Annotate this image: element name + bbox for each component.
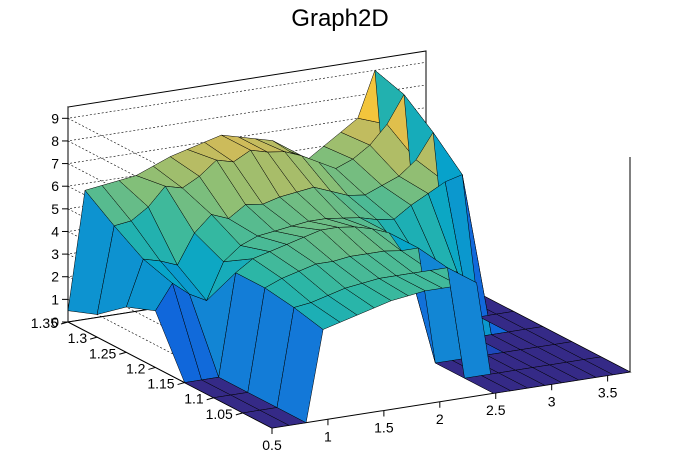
y-tick-label: 1.05	[206, 406, 233, 422]
z-tick-label: 0	[51, 314, 59, 330]
z-tick-label: 2	[51, 269, 59, 285]
y-tick-mark	[119, 351, 127, 355]
x-tick-label: 0.5	[262, 437, 282, 453]
y-tick-mark	[206, 397, 214, 401]
x-tick-label: 2.5	[486, 402, 506, 418]
surface-mesh	[67, 70, 631, 429]
y-tick-mark	[90, 336, 98, 340]
z-tick-label: 5	[51, 201, 59, 217]
y-tick-label: 1.2	[126, 360, 146, 376]
surface-cell	[583, 356, 631, 375]
z-tick-label: 9	[51, 110, 59, 126]
z-tick-label: 7	[51, 156, 59, 172]
y-tick-label: 1.15	[147, 376, 174, 392]
y-tick-mark	[235, 412, 243, 416]
x-tick-label: 3.5	[598, 385, 618, 401]
y-tick-label: 1.3	[68, 330, 88, 346]
z-tick-label: 1	[51, 291, 59, 307]
y-tick-mark	[148, 366, 156, 370]
axis-ticks: 0.5 1 1.5 2 2.5 3 3.5 1.051.1 1.151.2 1.251.3 1.35…	[31, 110, 618, 453]
z-tick-label: 4	[51, 223, 59, 239]
z-tick-label: 8	[51, 133, 59, 149]
y-tick-mark	[177, 382, 185, 386]
y-tick-label: 1.35	[31, 315, 58, 331]
x-tick-label: 3	[548, 393, 556, 409]
x-tick-label: 1.5	[374, 420, 394, 436]
z-tick-label: 3	[51, 246, 59, 262]
y-tick-label: 1.1	[184, 391, 204, 407]
chart-title: Graph2D	[291, 5, 388, 32]
x-tick-label: 2	[436, 411, 444, 427]
x-tick-label: 1	[324, 428, 332, 444]
y-tick-label: 1.25	[89, 345, 116, 361]
z-tick-label: 6	[51, 178, 59, 194]
